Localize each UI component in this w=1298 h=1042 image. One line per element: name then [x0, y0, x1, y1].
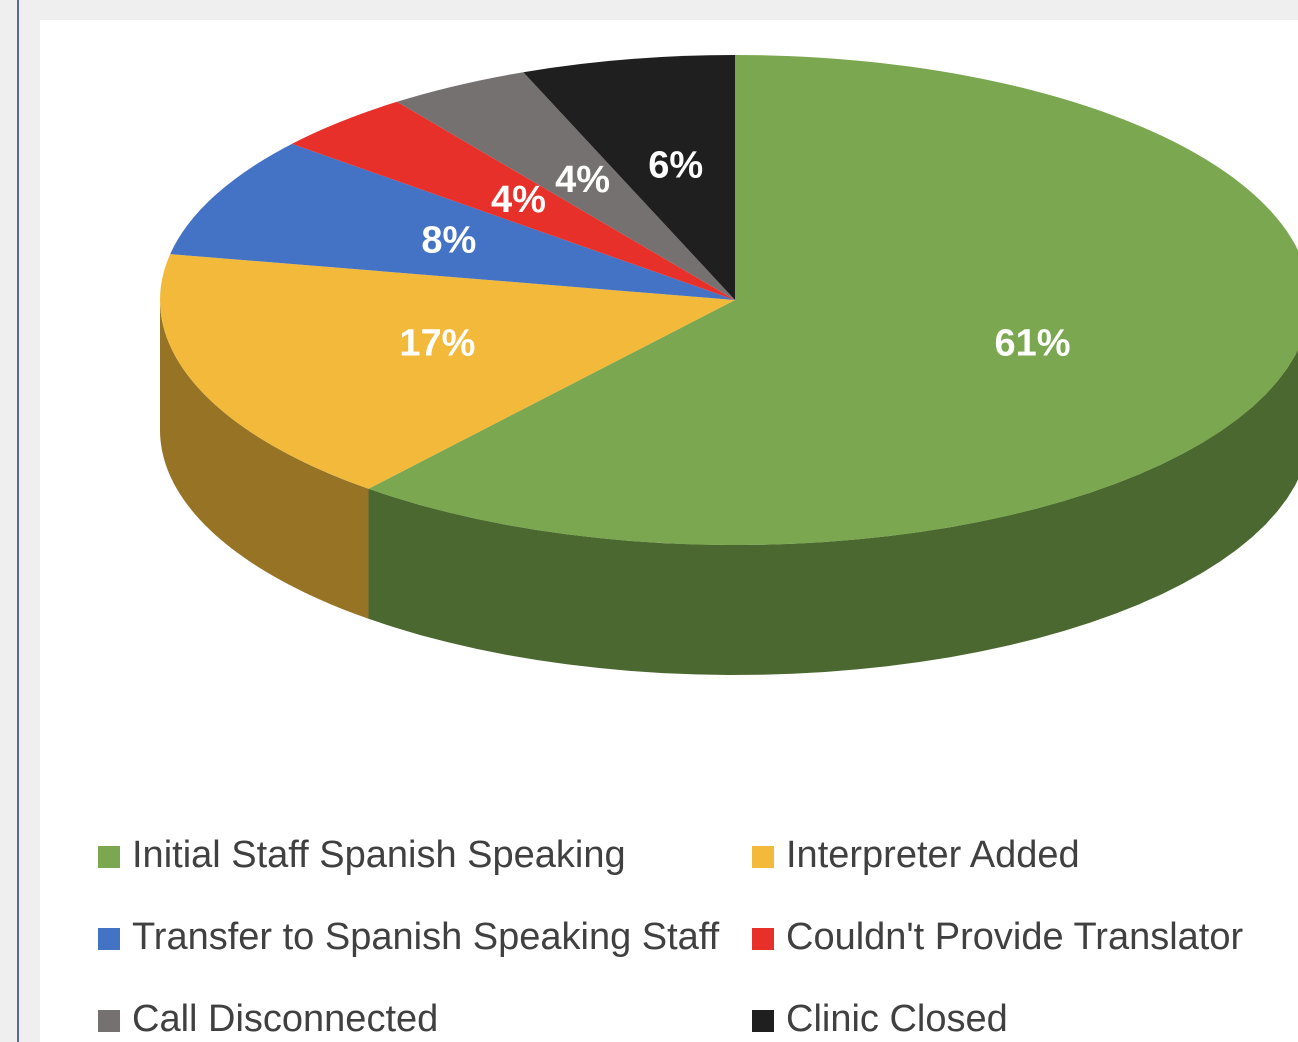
legend-swatch — [752, 846, 774, 868]
legend-swatch — [98, 928, 120, 950]
legend-swatch — [752, 928, 774, 950]
legend-label: Initial Staff Spanish Speaking — [132, 834, 626, 876]
legend-swatch — [752, 1010, 774, 1032]
slice — [291, 101, 735, 300]
slice-side — [160, 300, 369, 619]
slice — [523, 55, 735, 300]
slice-side — [368, 349, 1298, 675]
legend-label: Transfer to Spanish Speaking Staff — [132, 916, 720, 958]
legend-swatch — [98, 846, 120, 868]
legend-label: Clinic Closed — [786, 998, 1008, 1040]
data-label: 61% — [995, 323, 1071, 365]
slice — [170, 143, 736, 300]
data-label: 8% — [421, 220, 476, 262]
data-label: 6% — [648, 145, 703, 187]
left-border — [17, 0, 19, 1042]
legend-label: Interpreter Added — [786, 834, 1080, 876]
slice — [160, 254, 735, 489]
legend-label: Call Disconnected — [132, 998, 438, 1040]
legend-label: Couldn't Provide Translator — [786, 916, 1243, 958]
data-label: 4% — [555, 159, 610, 201]
slice — [397, 72, 735, 300]
slice — [368, 55, 1298, 545]
data-label: 4% — [491, 179, 546, 221]
legend-swatch — [98, 1010, 120, 1032]
data-label: 17% — [399, 323, 475, 365]
